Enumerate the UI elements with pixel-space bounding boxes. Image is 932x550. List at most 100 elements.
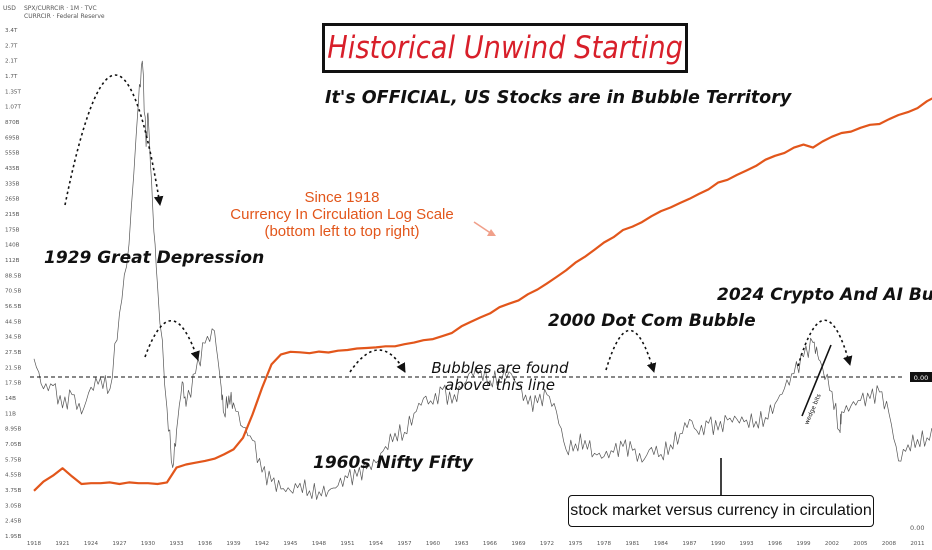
x-tick-label: 1927 xyxy=(112,541,127,547)
bubble-arc-1937 xyxy=(144,319,200,361)
x-tick-label: 1960 xyxy=(426,541,441,547)
y-tick-label: 870B xyxy=(5,120,20,126)
y-tick-label: 3.05B xyxy=(5,503,21,509)
pointer-arrow-head xyxy=(487,229,496,236)
axis-unit-label: USD xyxy=(3,5,16,12)
x-tick-label: 1948 xyxy=(312,541,327,547)
y-tick-label: 27.5B xyxy=(5,350,21,356)
x-tick-label: 1966 xyxy=(483,541,498,547)
x-tick-label: 1969 xyxy=(511,541,526,547)
x-tick-label: 1981 xyxy=(625,541,640,547)
bubble-arc-1929 xyxy=(64,74,164,206)
subtitle: It's OFFICIAL, US Stocks are in Bubble T… xyxy=(325,88,792,108)
x-tick-label: 1978 xyxy=(597,541,612,547)
x-tick-label: 1930 xyxy=(141,541,156,547)
y-tick-label: 14B xyxy=(5,396,16,402)
y-tick-label: 21.5B xyxy=(5,365,21,371)
right-price-marker-label: 0.00 xyxy=(914,374,928,382)
wedge-label: wedge bits xyxy=(803,393,822,426)
bubbles-line-note: Bubbles are found above this line xyxy=(420,360,580,394)
y-tick-label: 1.7T xyxy=(5,74,18,80)
y-tick-label: 7.05B xyxy=(5,442,21,448)
x-tick-label: 1972 xyxy=(540,541,554,547)
y-tick-label: 70.5B xyxy=(5,289,21,295)
x-tick-label: 2008 xyxy=(882,541,897,547)
annotation-great-depression: 1929 Great Depression xyxy=(44,248,265,268)
y-tick-label: 555B xyxy=(5,151,20,157)
x-tick-label: 1993 xyxy=(739,541,754,547)
y-tick-label: 3.75B xyxy=(5,488,21,494)
x-tick-label: 1918 xyxy=(27,541,42,547)
axes-layer: 3.4T 2.7T 2.1T 1.7T 1.35T 1.07T 870B 695B 555B 43… xyxy=(5,28,925,547)
y-tick-label: 17.5B xyxy=(5,381,21,387)
y-tick-label: 1.95B xyxy=(5,534,21,540)
bubble-arc-1960s xyxy=(349,349,406,373)
x-tick-label: 2011 xyxy=(910,541,925,547)
x-tick-label: 1990 xyxy=(711,541,726,547)
right-price-marker xyxy=(910,372,932,382)
y-tick-label: 34.5B xyxy=(5,335,21,341)
x-tick-label: 1939 xyxy=(226,541,241,547)
annotation-crypto-ai: 2024 Crypto And AI Bubble xyxy=(717,285,932,305)
y-tick-label: 4.55B xyxy=(5,473,21,479)
annotation-dot-com: 2000 Dot Com Bubble xyxy=(548,311,756,331)
right-axis-label-bottom: 0.00 xyxy=(910,524,924,532)
bubble-arc-2000 xyxy=(605,329,657,373)
symbol-header: SPX/CURRCIR · 1M · TVC xyxy=(24,5,97,12)
ratio-series-line xyxy=(33,60,932,500)
y-tick-label: 44.5B xyxy=(5,319,21,325)
title-box: Historical Unwind Starting xyxy=(322,23,688,73)
y-tick-label: 5.75B xyxy=(5,457,21,463)
x-tick-label: 2002 xyxy=(825,541,839,547)
series2-header: CURRCIR · Federal Reserve xyxy=(24,13,105,20)
x-tick-label: 1963 xyxy=(454,541,469,547)
stock-vs-currency-box: stock market versus currency in circulat… xyxy=(568,495,874,527)
annotation-nifty-fifty: 1960s Nifty Fifty xyxy=(313,453,473,473)
bubbles-line-2: above this line xyxy=(445,376,555,394)
currency-line-2: Currency In Circulation Log Scale xyxy=(230,206,454,223)
y-tick-label: 8.95B xyxy=(5,427,21,433)
y-tick-label: 88.5B xyxy=(5,273,21,279)
x-tick-label: 1984 xyxy=(654,541,669,547)
y-tick-label: 11B xyxy=(5,411,16,417)
x-tick-label: 1951 xyxy=(340,541,355,547)
y-tick-label: 2.7T xyxy=(5,43,18,49)
currency-note: Since 1918 Currency In Circulation Log S… xyxy=(222,189,462,240)
y-tick-label: 215B xyxy=(5,212,20,218)
y-tick-label: 112B xyxy=(5,258,20,264)
x-tick-label: 1987 xyxy=(682,541,697,547)
x-tick-label: 1954 xyxy=(369,541,384,547)
y-tick-label: 1.35T xyxy=(5,89,21,95)
wedge-line xyxy=(801,344,832,417)
x-tick-label: 2005 xyxy=(853,541,868,547)
y-tick-label: 265B xyxy=(5,197,20,203)
x-tick-label: 1936 xyxy=(198,541,213,547)
currency-line-1: Since 1918 xyxy=(304,189,380,206)
y-tick-label: 140B xyxy=(5,243,20,249)
x-tick-label: 1945 xyxy=(283,541,298,547)
y-tick-label: 1.07T xyxy=(5,105,21,111)
y-tick-label: 2.1T xyxy=(5,59,18,65)
y-tick-label: 3.4T xyxy=(5,28,18,34)
page-title: Historical Unwind Starting xyxy=(327,30,683,66)
y-tick-label: 335B xyxy=(5,181,20,187)
x-tick-label: 1957 xyxy=(397,541,412,547)
decoration-layer xyxy=(30,74,932,495)
y-tick-label: 695B xyxy=(5,135,20,141)
y-tick-label: 2.45B xyxy=(5,519,21,525)
y-tick-label: 175B xyxy=(5,227,20,233)
x-tick-label: 1975 xyxy=(568,541,583,547)
y-tick-label: 56.5B xyxy=(5,304,21,310)
y-tick-label: 435B xyxy=(5,166,20,172)
bubble-arc-2024 xyxy=(797,319,853,367)
x-tick-label: 1942 xyxy=(255,541,269,547)
x-tick-label: 1933 xyxy=(169,541,184,547)
x-tick-label: 1921 xyxy=(55,541,70,547)
currency-series-line xyxy=(33,97,932,492)
bubbles-line-1: Bubbles are found xyxy=(431,359,569,377)
currency-line-3: (bottom left to top right) xyxy=(264,223,420,240)
series-layer xyxy=(33,60,932,500)
x-tick-label: 1924 xyxy=(84,541,99,547)
x-tick-label: 1999 xyxy=(796,541,811,547)
